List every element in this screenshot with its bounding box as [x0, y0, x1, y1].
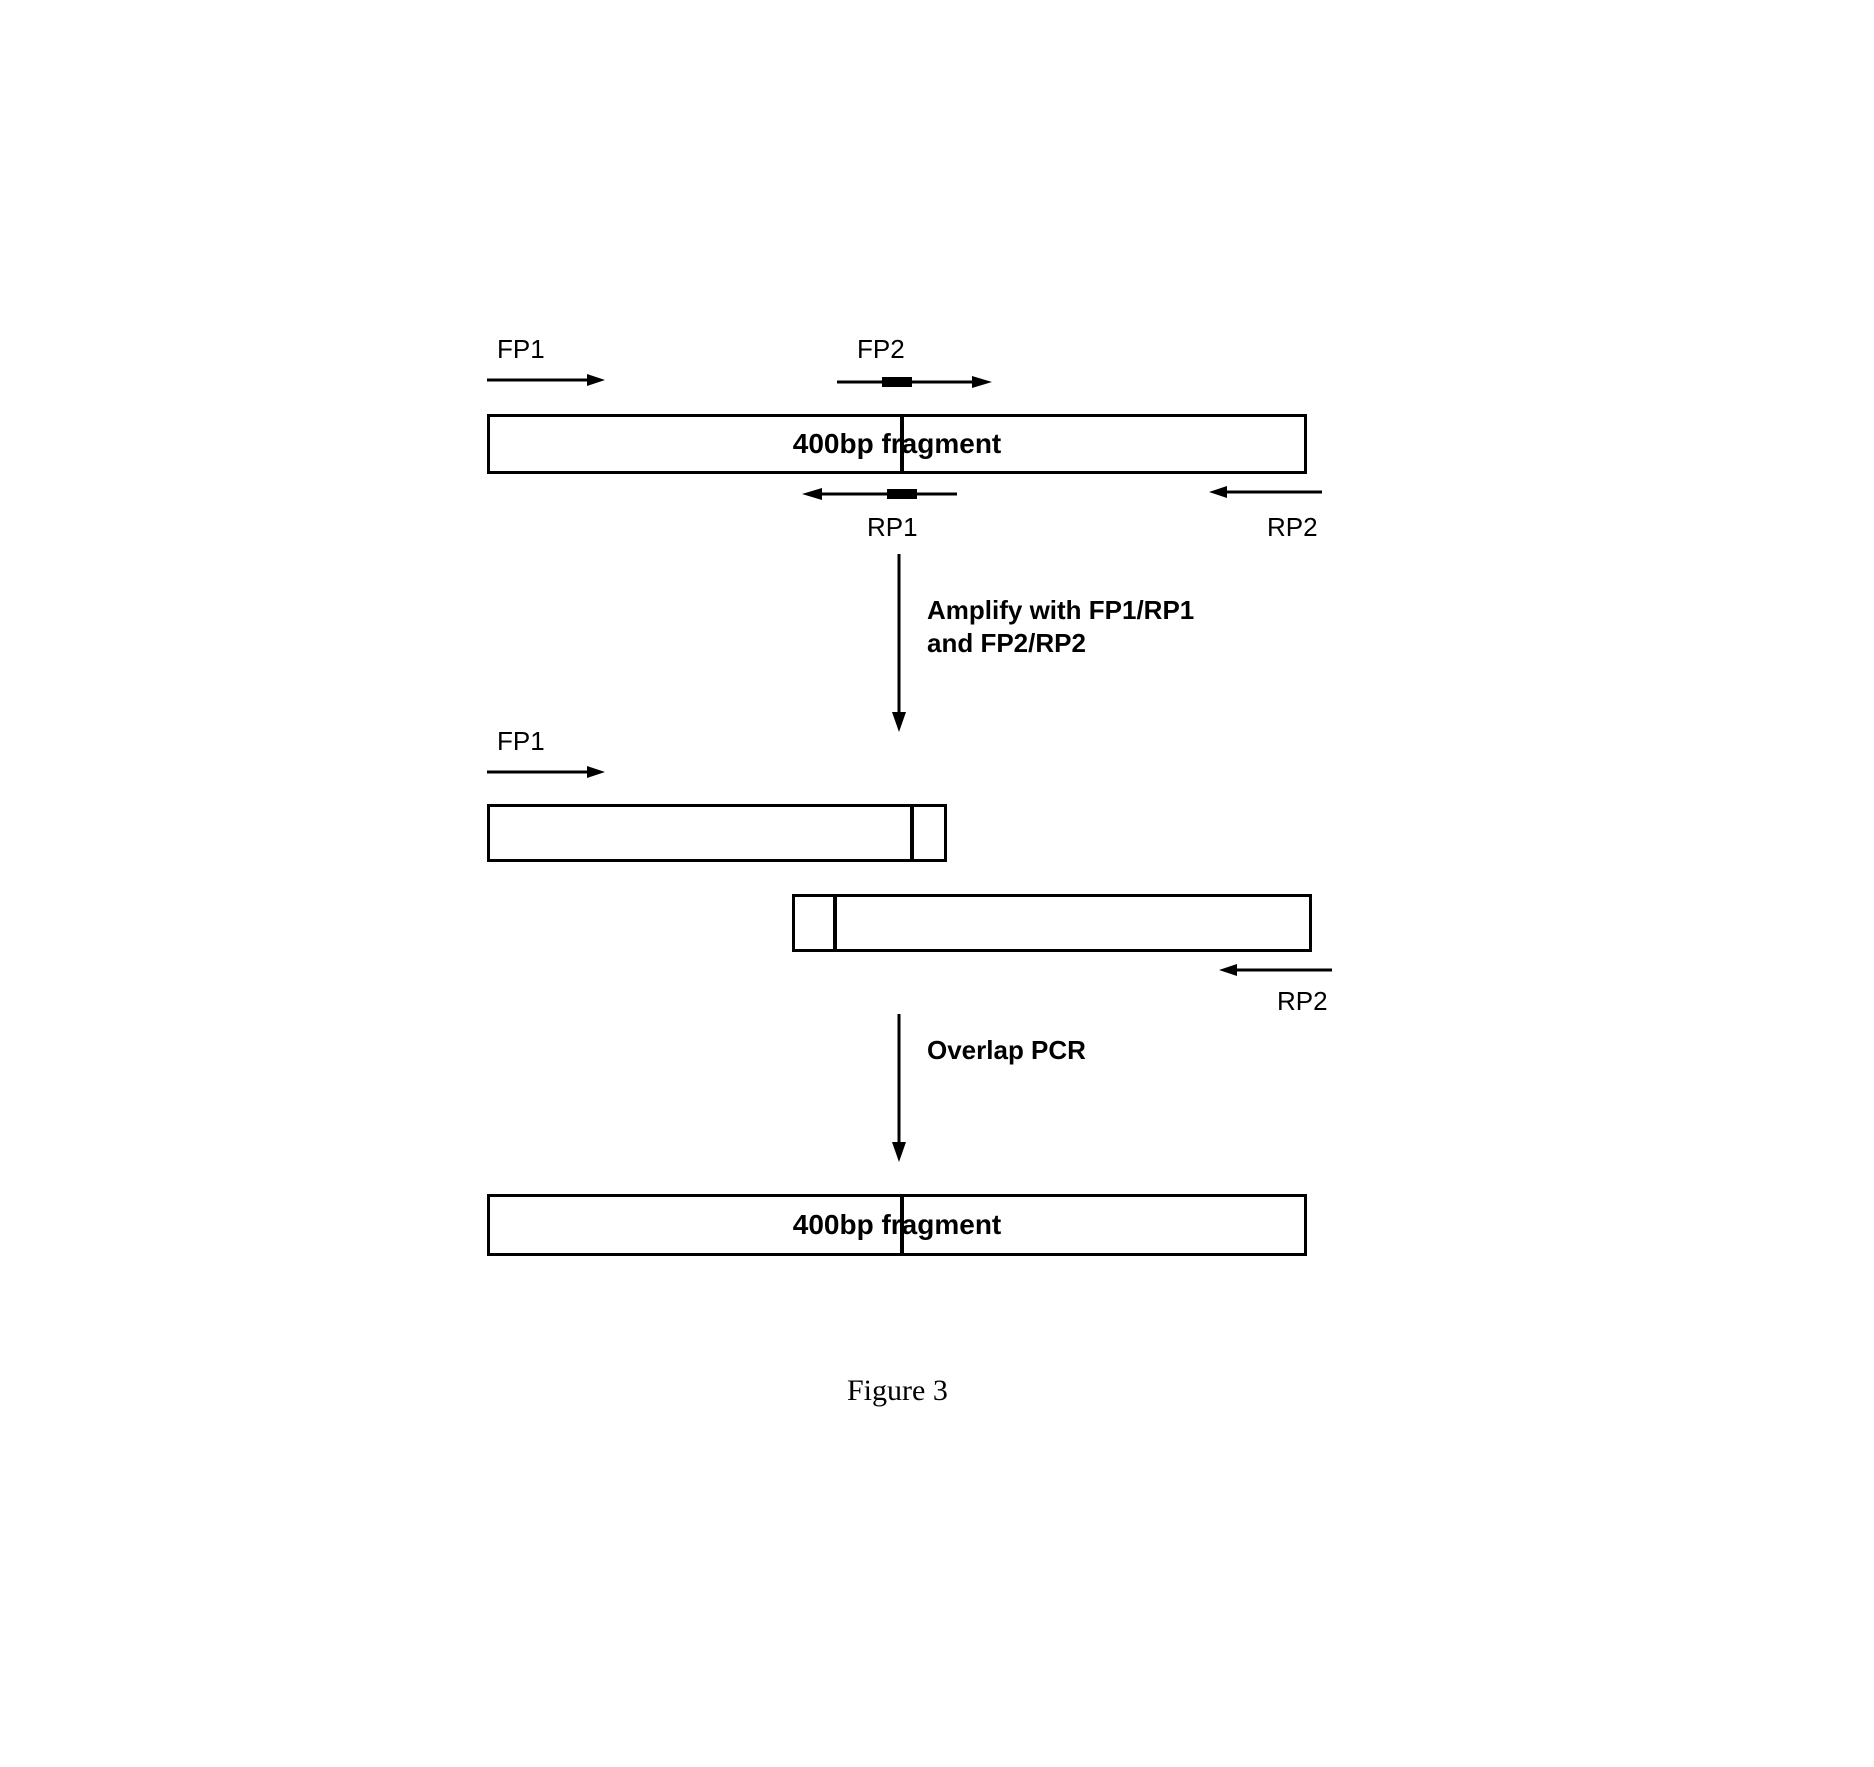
label-rp2-mid: RP2: [1277, 986, 1328, 1017]
down-arrow-1: [887, 554, 911, 734]
step2-label: Overlap PCR: [927, 1034, 1086, 1068]
arrow-fp1-top: [487, 370, 607, 390]
arrow-fp2-top: [837, 370, 997, 394]
fragment-box-top: 400bp fragment: [487, 414, 1307, 474]
divider-mid-b: [833, 897, 837, 949]
step1-line1: Amplify with FP1/RP1: [927, 594, 1277, 628]
label-fp1-top: FP1: [497, 334, 545, 365]
step1-label: Amplify with FP1/RP1 and FP2/RP2: [927, 594, 1277, 662]
fragment-box-mid-b: [792, 894, 1312, 952]
figure-caption: Figure 3: [847, 1374, 948, 1408]
fragment-label-top: 400bp fragment: [793, 428, 1002, 460]
label-rp2-top: RP2: [1267, 512, 1318, 543]
label-fp1-mid: FP1: [497, 726, 545, 757]
arrow-fp1-mid: [487, 762, 607, 782]
step1-line2: and FP2/RP2: [927, 627, 1277, 661]
label-rp1: RP1: [867, 512, 918, 543]
fragment-box-bottom: 400bp fragment: [487, 1194, 1307, 1256]
divider-top: [900, 417, 904, 471]
divider-bottom: [900, 1197, 904, 1253]
arrow-rp2-mid: [1217, 960, 1337, 980]
down-arrow-2: [887, 1014, 911, 1164]
divider-mid-a: [910, 807, 914, 859]
label-fp2-top: FP2: [857, 334, 905, 365]
arrow-rp2-top: [1207, 482, 1327, 502]
fragment-label-bottom: 400bp fragment: [793, 1209, 1002, 1241]
arrow-rp1: [797, 482, 962, 506]
diagram-container: FP1 FP2 400bp fragment RP1 RP2 Amplify w…: [337, 334, 1537, 1434]
fragment-box-mid-a: [487, 804, 947, 862]
